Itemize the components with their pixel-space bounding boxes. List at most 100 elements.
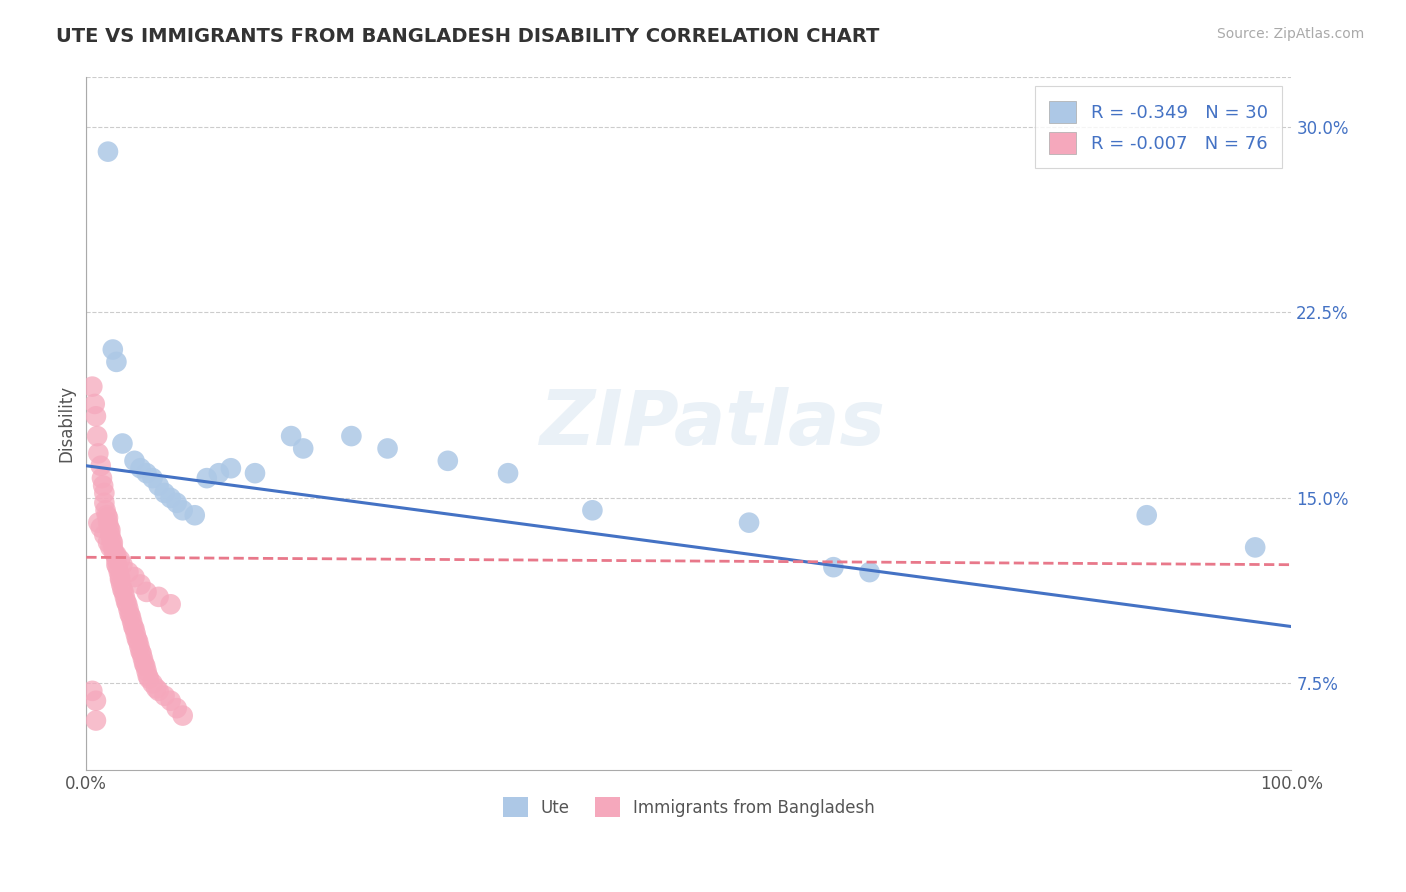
Point bbox=[145, 681, 167, 696]
Point bbox=[107, 560, 129, 574]
Point bbox=[90, 520, 112, 534]
Point bbox=[142, 676, 165, 690]
Point bbox=[159, 694, 181, 708]
Point bbox=[97, 145, 120, 159]
Text: ZIPatlas: ZIPatlas bbox=[540, 387, 886, 461]
Point bbox=[823, 560, 845, 574]
Point bbox=[134, 657, 156, 671]
Point bbox=[111, 582, 134, 597]
Point bbox=[101, 535, 124, 549]
Point bbox=[159, 597, 181, 611]
Point bbox=[581, 503, 603, 517]
Point bbox=[340, 429, 363, 443]
Point bbox=[100, 523, 122, 537]
Point bbox=[858, 565, 880, 579]
Point bbox=[127, 634, 149, 648]
Point bbox=[148, 590, 170, 604]
Point bbox=[117, 565, 139, 579]
Point bbox=[166, 701, 188, 715]
Point bbox=[159, 491, 181, 505]
Point bbox=[87, 516, 110, 530]
Point bbox=[104, 548, 127, 562]
Point bbox=[1136, 508, 1159, 523]
Point bbox=[135, 664, 157, 678]
Point bbox=[112, 585, 135, 599]
Point bbox=[132, 651, 155, 665]
Point bbox=[97, 516, 120, 530]
Point bbox=[111, 436, 134, 450]
Point bbox=[94, 503, 117, 517]
Point bbox=[91, 478, 114, 492]
Point bbox=[128, 640, 150, 654]
Point bbox=[114, 590, 136, 604]
Point bbox=[129, 577, 152, 591]
Point bbox=[83, 397, 105, 411]
Point bbox=[738, 516, 761, 530]
Point bbox=[148, 478, 170, 492]
Point bbox=[153, 486, 176, 500]
Point bbox=[110, 577, 132, 591]
Point bbox=[122, 619, 145, 633]
Point bbox=[120, 609, 142, 624]
Point bbox=[496, 466, 519, 480]
Point bbox=[172, 708, 194, 723]
Text: Source: ZipAtlas.com: Source: ZipAtlas.com bbox=[1216, 27, 1364, 41]
Point bbox=[131, 647, 153, 661]
Point bbox=[108, 570, 131, 584]
Point bbox=[117, 602, 139, 616]
Point bbox=[87, 446, 110, 460]
Point bbox=[138, 672, 160, 686]
Point bbox=[93, 528, 115, 542]
Point bbox=[135, 585, 157, 599]
Point bbox=[377, 442, 399, 456]
Point bbox=[121, 615, 143, 629]
Point bbox=[108, 573, 131, 587]
Point bbox=[84, 714, 107, 728]
Point bbox=[100, 541, 122, 555]
Point bbox=[172, 503, 194, 517]
Point bbox=[208, 466, 231, 480]
Point bbox=[184, 508, 207, 523]
Y-axis label: Disability: Disability bbox=[58, 385, 75, 462]
Point bbox=[243, 466, 266, 480]
Point bbox=[84, 694, 107, 708]
Point bbox=[125, 627, 148, 641]
Point bbox=[1244, 541, 1267, 555]
Point bbox=[108, 565, 131, 579]
Text: UTE VS IMMIGRANTS FROM BANGLADESH DISABILITY CORRELATION CHART: UTE VS IMMIGRANTS FROM BANGLADESH DISABI… bbox=[56, 27, 880, 45]
Point bbox=[195, 471, 218, 485]
Point bbox=[86, 429, 108, 443]
Point bbox=[105, 355, 128, 369]
Point bbox=[166, 496, 188, 510]
Point bbox=[103, 545, 125, 559]
Point bbox=[124, 454, 146, 468]
Point bbox=[129, 461, 152, 475]
Point bbox=[82, 379, 104, 393]
Point bbox=[105, 548, 128, 562]
Point bbox=[97, 535, 120, 549]
Point bbox=[90, 458, 112, 473]
Point bbox=[100, 528, 122, 542]
Point bbox=[98, 520, 121, 534]
Point bbox=[118, 607, 141, 622]
Point bbox=[105, 558, 128, 572]
Point bbox=[101, 343, 124, 357]
Point bbox=[100, 533, 122, 547]
Point bbox=[117, 597, 139, 611]
Point bbox=[153, 689, 176, 703]
Point bbox=[124, 570, 146, 584]
Point bbox=[115, 595, 138, 609]
Point bbox=[108, 553, 131, 567]
Point bbox=[91, 471, 114, 485]
Point bbox=[219, 461, 242, 475]
Point bbox=[124, 622, 146, 636]
Point bbox=[84, 409, 107, 424]
Point bbox=[292, 442, 315, 456]
Point bbox=[96, 508, 118, 523]
Point bbox=[93, 486, 115, 500]
Point bbox=[111, 558, 134, 572]
Point bbox=[148, 683, 170, 698]
Point bbox=[134, 659, 156, 673]
Legend: Ute, Immigrants from Bangladesh: Ute, Immigrants from Bangladesh bbox=[496, 790, 882, 824]
Point bbox=[97, 510, 120, 524]
